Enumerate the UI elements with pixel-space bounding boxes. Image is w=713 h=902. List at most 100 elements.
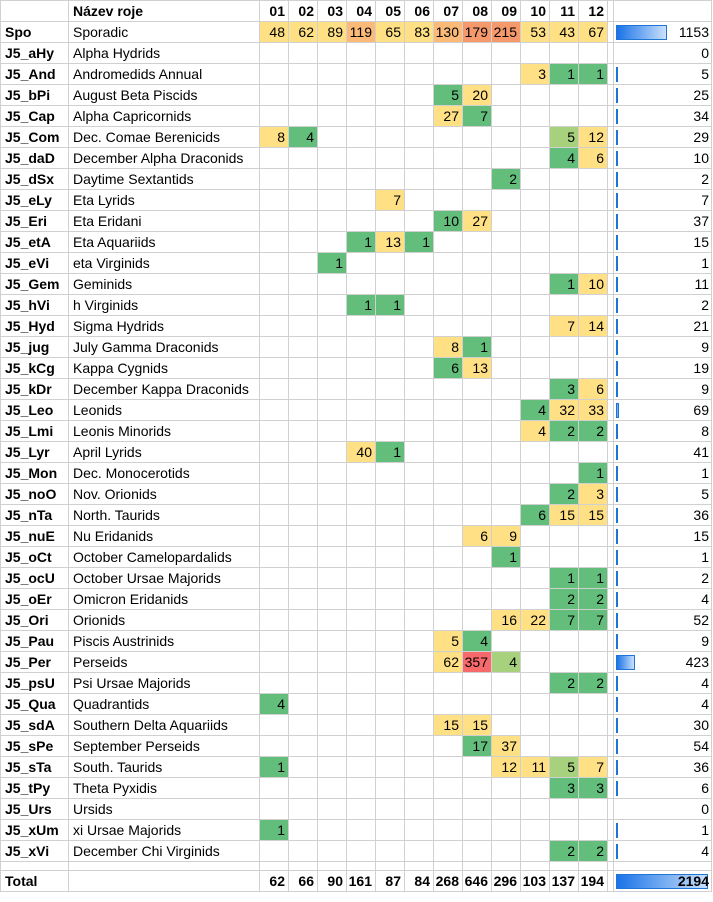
month-cell: [520, 441, 550, 463]
month-cell: [520, 840, 550, 862]
month-cell: 1: [462, 336, 492, 358]
empty-cell: [491, 861, 521, 871]
month-cell: [520, 336, 550, 358]
month-cell: 11: [520, 756, 550, 778]
month-cell: 89: [317, 21, 347, 43]
month-cell: [462, 231, 492, 253]
shower-name: Geminids: [68, 273, 260, 295]
month-cell: [433, 567, 463, 589]
month-cell: [259, 567, 289, 589]
month-cell: [259, 840, 289, 862]
total-value: 0: [701, 45, 709, 61]
month-cell: 12: [491, 756, 521, 778]
month-cell: [404, 546, 434, 568]
row-total-cell: 9: [613, 630, 712, 652]
header-month: 09: [491, 0, 521, 22]
total-value: 10: [693, 150, 709, 166]
total-label: Total: [0, 870, 69, 892]
month-cell: [346, 525, 376, 547]
month-cell: [404, 756, 434, 778]
month-cell: [404, 252, 434, 274]
month-cell: 62: [433, 651, 463, 673]
month-cell: 14: [578, 315, 608, 337]
total-bar: [616, 718, 618, 733]
shower-name: [68, 870, 260, 892]
month-cell: [578, 546, 608, 568]
month-cell: [549, 798, 579, 820]
month-total-cell: 84: [404, 870, 434, 892]
total-value: 5: [701, 66, 709, 82]
month-cell: [259, 105, 289, 127]
month-cell: [375, 336, 405, 358]
month-cell: [259, 735, 289, 757]
grand-total-bar: [616, 874, 708, 889]
row-total-cell: 7: [613, 189, 712, 211]
month-cell: [288, 756, 318, 778]
month-cell: 1: [578, 63, 608, 85]
table-row: J5_Gem Geminids 1 10 11: [0, 273, 712, 295]
month-cell: [433, 546, 463, 568]
total-bar: [616, 487, 618, 502]
month-cell: [433, 609, 463, 631]
total-bar: [616, 655, 635, 670]
month-cell: [259, 378, 289, 400]
total-bar: [616, 298, 618, 313]
month-cell: [259, 651, 289, 673]
month-cell: 37: [491, 735, 521, 757]
month-cell: [404, 672, 434, 694]
shower-code: Spo: [0, 21, 69, 43]
shower-name: July Gamma Draconids: [68, 336, 260, 358]
month-cell: [346, 840, 376, 862]
month-cell: [259, 609, 289, 631]
shower-code: J5_Hyd: [0, 315, 69, 337]
month-cell: [491, 840, 521, 862]
month-cell: [578, 735, 608, 757]
month-cell: 1: [346, 231, 376, 253]
month-cell: [375, 777, 405, 799]
shower-name: Eta Lyrids: [68, 189, 260, 211]
month-cell: 13: [375, 231, 405, 253]
month-cell: [520, 273, 550, 295]
month-cell: 8: [433, 336, 463, 358]
month-cell: [462, 315, 492, 337]
shower-name: September Perseids: [68, 735, 260, 757]
shower-name: Leonids: [68, 399, 260, 421]
total-bar: [616, 256, 618, 271]
month-cell: [346, 126, 376, 148]
month-cell: [346, 609, 376, 631]
total-value: 36: [693, 759, 709, 775]
table-row: J5_dSx Daytime Sextantids 2 2: [0, 168, 712, 190]
month-cell: 1: [578, 567, 608, 589]
month-cell: [520, 693, 550, 715]
month-cell: [520, 105, 550, 127]
shower-name: Nu Eridanids: [68, 525, 260, 547]
month-cell: [404, 63, 434, 85]
month-cell: [520, 735, 550, 757]
month-cell: [404, 441, 434, 463]
month-cell: [346, 105, 376, 127]
month-cell: [346, 588, 376, 610]
table-row: J5_kDr December Kappa Draconids 3 6 9: [0, 378, 712, 400]
month-cell: [520, 588, 550, 610]
total-bar: [616, 340, 618, 355]
month-cell: 179: [462, 21, 492, 43]
month-cell: [549, 105, 579, 127]
month-cell: 5: [433, 630, 463, 652]
month-cell: 4: [462, 630, 492, 652]
month-cell: 1: [491, 546, 521, 568]
month-cell: 215: [491, 21, 521, 43]
month-cell: 2: [549, 840, 579, 862]
month-cell: [317, 777, 347, 799]
month-cell: 4: [259, 693, 289, 715]
month-cell: 1: [346, 294, 376, 316]
table-row: J5_Lyr April Lyrids 40 1 41: [0, 441, 712, 463]
table-row: J5_Leo Leonids 4 32 33 69: [0, 399, 712, 421]
month-cell: [375, 399, 405, 421]
month-cell: [578, 252, 608, 274]
month-cell: [288, 651, 318, 673]
month-cell: [404, 189, 434, 211]
empty-cell: [375, 861, 405, 871]
month-cell: [288, 315, 318, 337]
table-row: J5_Lmi Leonis Minorids 4 2 2 8: [0, 420, 712, 442]
month-cell: 4: [491, 651, 521, 673]
